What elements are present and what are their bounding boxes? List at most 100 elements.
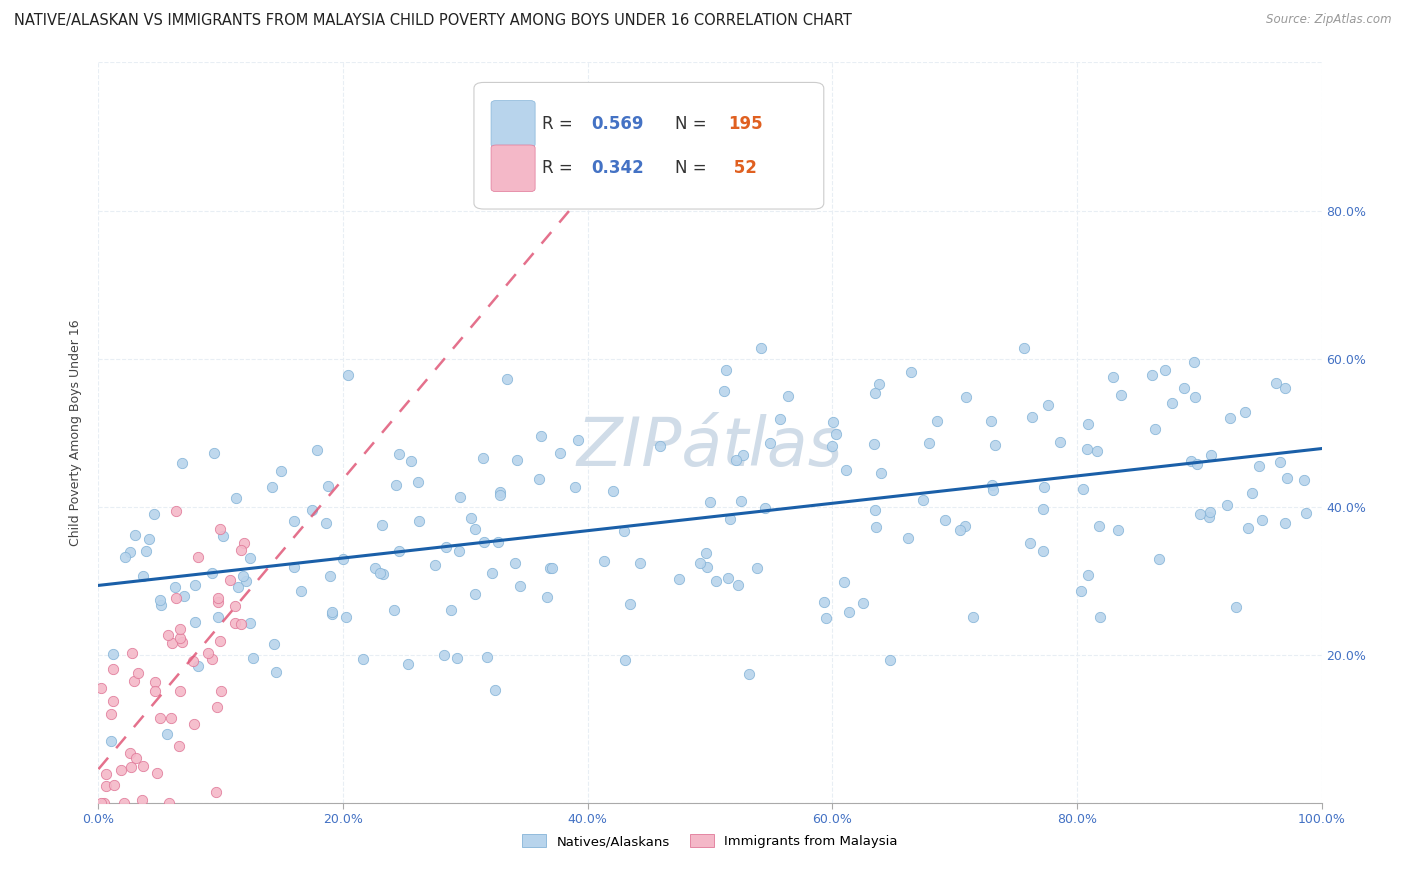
Point: [332, 551, 354, 566]
Point: [242, 651, 264, 665]
Point: [169, 631, 191, 645]
Point: [838, 605, 860, 619]
Point: [100, 707, 122, 722]
Point: [509, 579, 531, 593]
Point: [821, 439, 844, 453]
Point: [146, 765, 169, 780]
Text: 0.569: 0.569: [592, 115, 644, 133]
Point: [228, 580, 250, 594]
Point: [263, 637, 285, 651]
Point: [717, 571, 740, 585]
Point: [224, 616, 246, 631]
Point: [127, 665, 149, 680]
Point: [897, 531, 920, 545]
Point: [149, 593, 172, 607]
Point: [1274, 516, 1296, 530]
Point: [184, 578, 207, 592]
Point: [229, 617, 252, 632]
Point: [159, 711, 181, 725]
Point: [449, 490, 471, 504]
FancyBboxPatch shape: [491, 101, 536, 147]
Point: [207, 699, 229, 714]
Point: [197, 646, 219, 660]
Point: [1032, 543, 1054, 558]
Point: [628, 557, 651, 571]
Point: [169, 622, 191, 636]
Point: [124, 528, 146, 542]
Point: [1033, 480, 1056, 494]
Point: [399, 454, 422, 468]
Point: [613, 524, 636, 538]
Point: [335, 610, 357, 624]
Point: [955, 390, 977, 404]
Legend: Natives/Alaskans, Immigrants from Malaysia: Natives/Alaskans, Immigrants from Malays…: [523, 834, 897, 848]
Point: [1154, 363, 1177, 377]
Y-axis label: Child Poverty Among Boys Under 16: Child Poverty Among Boys Under 16: [69, 319, 83, 546]
Point: [103, 778, 125, 792]
Point: [869, 467, 891, 481]
Point: [100, 734, 122, 748]
Point: [754, 501, 776, 516]
Point: [207, 591, 229, 606]
Point: [446, 651, 468, 665]
Point: [447, 544, 470, 558]
Point: [1274, 381, 1296, 395]
Point: [927, 414, 949, 428]
Point: [1182, 355, 1205, 369]
Point: [602, 483, 624, 498]
Point: [776, 388, 799, 402]
Point: [733, 448, 755, 462]
Point: [1032, 502, 1054, 516]
Point: [120, 746, 142, 760]
Point: [825, 427, 848, 442]
Point: [489, 488, 512, 502]
Point: [1161, 395, 1184, 409]
Point: [541, 560, 564, 574]
Point: [239, 615, 262, 630]
Point: [305, 443, 328, 458]
Point: [536, 590, 558, 604]
Text: R =: R =: [543, 115, 578, 133]
Point: [1294, 473, 1316, 487]
Point: [464, 586, 486, 600]
Point: [472, 451, 495, 466]
Point: [205, 785, 228, 799]
Point: [727, 578, 749, 592]
Point: [219, 573, 242, 587]
Point: [1199, 505, 1222, 519]
Point: [165, 504, 187, 518]
Point: [187, 659, 209, 673]
Point: [207, 609, 229, 624]
Point: [165, 580, 187, 594]
Point: [125, 751, 148, 765]
Point: [505, 556, 527, 570]
Point: [388, 447, 411, 461]
Point: [1109, 388, 1132, 402]
Point: [863, 437, 886, 451]
Point: [863, 503, 886, 517]
Point: [489, 485, 512, 500]
Point: [283, 515, 305, 529]
Point: [157, 796, 180, 810]
Point: [481, 566, 503, 580]
Point: [718, 512, 741, 526]
Point: [749, 341, 772, 355]
Point: [225, 491, 247, 506]
Point: [704, 574, 727, 588]
Point: [232, 569, 254, 583]
Point: [1077, 567, 1099, 582]
Point: [231, 543, 253, 558]
Point: [371, 566, 394, 581]
Point: [90, 681, 112, 695]
Point: [283, 560, 305, 574]
FancyBboxPatch shape: [474, 82, 824, 209]
Point: [1237, 521, 1260, 535]
Point: [714, 363, 737, 377]
Point: [852, 596, 875, 610]
Point: [160, 636, 183, 650]
Point: [1189, 507, 1212, 521]
Text: N =: N =: [675, 115, 711, 133]
Point: [934, 513, 956, 527]
Point: [433, 648, 456, 662]
Point: [668, 573, 690, 587]
